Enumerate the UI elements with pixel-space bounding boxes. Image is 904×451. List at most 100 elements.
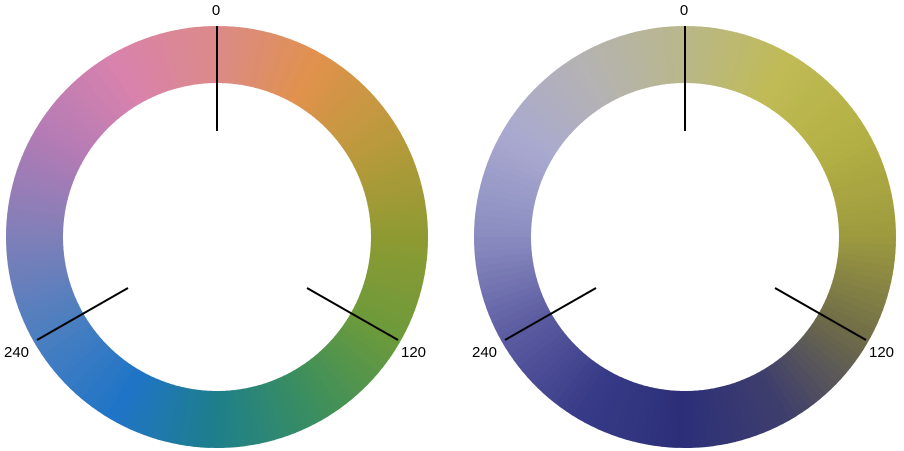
ring-segment xyxy=(528,88,576,134)
ring-segment xyxy=(715,386,737,444)
ring-segment xyxy=(55,94,104,139)
ring-segment xyxy=(6,251,65,267)
ring-segment xyxy=(795,90,844,136)
ring-segment xyxy=(303,62,343,114)
ring-segment xyxy=(343,318,396,357)
ring-segment xyxy=(699,389,715,448)
ring-segment xyxy=(144,35,171,93)
ring-segment xyxy=(87,65,128,116)
ring-segment xyxy=(359,157,417,186)
ring-segment xyxy=(811,318,864,357)
ring-segment xyxy=(547,353,591,404)
ring-segment xyxy=(492,142,548,175)
ring-segment xyxy=(517,330,568,373)
ring-segment xyxy=(24,142,80,175)
ring-segment xyxy=(555,65,596,116)
ring-segment xyxy=(75,73,120,123)
ring-segment xyxy=(359,289,416,319)
ring-segment xyxy=(573,53,610,107)
ring-segment xyxy=(315,75,360,124)
ring-segment xyxy=(480,176,538,200)
ring-segment xyxy=(103,366,140,420)
ring-segment xyxy=(605,37,634,95)
ring-segment xyxy=(655,26,671,85)
ring-segment xyxy=(109,369,145,424)
ring-segment xyxy=(327,90,376,136)
ring-segment xyxy=(99,56,137,110)
ring-segment xyxy=(827,289,884,319)
ring-segment xyxy=(74,350,119,399)
ring-segment xyxy=(11,272,69,296)
ring-segment xyxy=(782,351,827,401)
ring-segment xyxy=(752,47,787,102)
ring-segment xyxy=(242,387,261,446)
ring-segment xyxy=(301,361,342,414)
ring-segment xyxy=(129,377,160,433)
ring-segment xyxy=(801,331,852,375)
wheel-left-label-240: 240 xyxy=(4,344,29,361)
ring-segment xyxy=(765,364,803,418)
ring-segment xyxy=(727,34,753,92)
ring-segment xyxy=(252,385,276,443)
ring-segment xyxy=(483,283,541,310)
ring-segment xyxy=(344,119,398,157)
ring-segment xyxy=(350,131,405,167)
ring-segment xyxy=(15,283,73,310)
ring-segment xyxy=(479,272,537,296)
ring-segment xyxy=(33,312,87,349)
ring-segment xyxy=(830,279,888,305)
ring-segment xyxy=(341,112,394,153)
ring-segment xyxy=(36,317,90,355)
ring-segment xyxy=(577,369,613,424)
wheel-right-label-240: 240 xyxy=(472,344,497,361)
wheel-right-tick-240 xyxy=(504,287,597,341)
ring-segment xyxy=(13,277,71,303)
ring-segment xyxy=(720,385,744,443)
ring-segment xyxy=(264,36,292,93)
ring-segment xyxy=(482,169,540,195)
ring-segment xyxy=(838,229,896,240)
ring-segment xyxy=(760,367,797,421)
ring-segment xyxy=(682,390,693,449)
ring-segment xyxy=(363,171,421,197)
ring-segment xyxy=(592,43,624,99)
ring-segment xyxy=(357,151,414,181)
ring-segment xyxy=(774,358,815,409)
ring-segment xyxy=(560,60,601,113)
ring-segment xyxy=(340,323,392,363)
ring-segment xyxy=(504,317,558,355)
ring-segment xyxy=(323,85,371,132)
ring-segment xyxy=(790,343,837,391)
ring-segment xyxy=(484,162,541,190)
ring-segment xyxy=(180,27,198,86)
ring-segment xyxy=(475,256,534,274)
ring-segment xyxy=(115,372,150,427)
ring-segment xyxy=(366,185,424,207)
ring-segment xyxy=(254,32,278,90)
ring-segment xyxy=(287,370,323,425)
ring-segment xyxy=(362,279,420,305)
ring-segment xyxy=(835,193,894,212)
ring-segment xyxy=(91,360,131,412)
wheel-left-tick-240 xyxy=(36,287,129,341)
ring-segment xyxy=(542,350,587,399)
ring-segment xyxy=(306,358,347,409)
ring-segment xyxy=(65,83,112,131)
ring-segment xyxy=(165,30,187,88)
ring-segment xyxy=(53,334,103,379)
ring-segment xyxy=(725,383,751,441)
ring-segment xyxy=(97,363,136,416)
wheel-right: 0 120 240 xyxy=(472,2,896,449)
ring-segment xyxy=(488,293,545,323)
ring-segment xyxy=(7,256,66,274)
ring-segment xyxy=(34,123,88,160)
ring-segment xyxy=(367,193,426,212)
ring-segment xyxy=(538,78,584,127)
ring-segment xyxy=(543,73,588,123)
ring-segment xyxy=(736,379,765,437)
ring-segment xyxy=(298,58,337,111)
ring-segment xyxy=(833,178,891,202)
ring-segment xyxy=(486,155,543,185)
ring-segment xyxy=(310,354,353,405)
ring-segment xyxy=(269,38,299,95)
